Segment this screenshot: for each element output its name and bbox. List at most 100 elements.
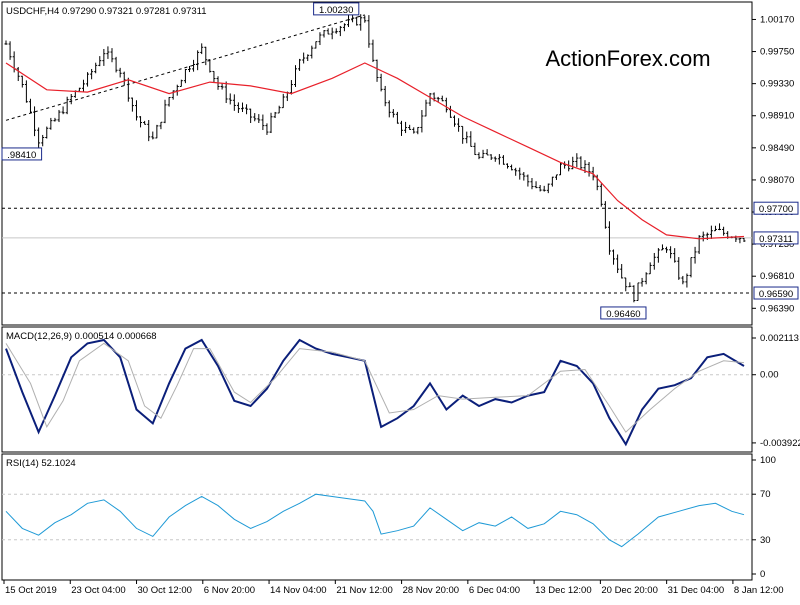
price-bar [273, 111, 277, 119]
price-bar [444, 97, 448, 113]
price-bar [420, 110, 424, 133]
price-bar [416, 126, 420, 135]
price-bar [118, 67, 122, 78]
price-bar [240, 102, 244, 113]
price-bar [257, 114, 261, 124]
price-bar [440, 95, 444, 102]
price-bar [98, 56, 102, 67]
price-axis-label: 1.00170 [760, 14, 794, 25]
price-bar [538, 184, 542, 192]
price-bar [465, 131, 469, 144]
price-bar [228, 93, 232, 105]
price-bar [481, 149, 485, 159]
x-axis-label: 23 Oct 04:00 [71, 585, 125, 596]
price-bar [65, 96, 69, 115]
price-bar [387, 100, 391, 118]
price-bar [738, 237, 742, 244]
price-bar [302, 52, 306, 64]
price-bar [497, 154, 501, 165]
price-bar [33, 106, 37, 137]
price-bar [28, 98, 32, 114]
price-bar [261, 114, 265, 131]
price-bar [367, 15, 371, 48]
price-bar [693, 246, 697, 264]
rsi-axis-label: 100 [760, 455, 776, 466]
x-axis-label: 21 Nov 12:00 [336, 585, 393, 596]
price-bar [102, 48, 106, 66]
price-annotation: 1.00230 [319, 5, 353, 16]
price-bar [379, 73, 383, 92]
price-bar [400, 120, 404, 136]
price-bar [338, 25, 342, 37]
price-bar [436, 96, 440, 103]
price-bar [114, 56, 118, 73]
price-bar [713, 225, 717, 232]
price-bar [155, 124, 159, 139]
price-bar [106, 46, 110, 59]
price-bar [742, 237, 746, 242]
price-bar [554, 174, 558, 180]
rsi-pane-frame [1, 453, 753, 581]
price-bar [41, 134, 45, 147]
price-bar [16, 67, 20, 82]
price-bar [428, 92, 432, 106]
price-bar [110, 48, 114, 63]
price-bar [4, 40, 8, 45]
price-bar [151, 131, 155, 140]
price-bar [269, 112, 273, 134]
price-bar [375, 59, 379, 82]
price-bar [412, 127, 416, 134]
price-bar [196, 50, 200, 71]
level-label: 0.96590 [759, 289, 793, 300]
price-bar [722, 226, 726, 236]
x-axis-label: 6 Nov 20:00 [204, 585, 255, 596]
price-bar [281, 93, 285, 109]
price-bar [163, 99, 167, 124]
price-bar [126, 77, 130, 102]
price-bar [550, 176, 554, 187]
price-bar [90, 68, 94, 80]
level-label-box [753, 201, 799, 215]
price-bar [518, 167, 522, 180]
price-bar [130, 97, 134, 112]
price-bar [628, 282, 632, 288]
price-bar [232, 94, 236, 111]
price-bar [461, 125, 465, 144]
price-axis-label: 0.98910 [760, 111, 794, 122]
x-axis-label: 15 Oct 2019 [5, 585, 57, 596]
level-label-box [753, 231, 799, 245]
x-axis-label: 8 Jan 12:00 [734, 585, 784, 596]
price-bar [69, 94, 73, 105]
price-bar [77, 87, 81, 92]
rsi-title: RSI(14) 52.1024 [6, 458, 76, 469]
price-bar [530, 178, 534, 190]
price-bar [94, 62, 98, 74]
price-bar [363, 15, 367, 23]
price-bar [612, 249, 616, 265]
price-bar [640, 277, 644, 287]
price-bar [644, 272, 648, 285]
price-axis-label: 0.96390 [760, 303, 794, 314]
price-bar [689, 257, 693, 278]
price-bar [53, 117, 57, 122]
price-bar [616, 254, 620, 274]
price-bar [534, 181, 538, 189]
symbol-header: USDCHF,H4 0.97290 0.97321 0.97281 0.9731… [6, 6, 207, 17]
macd-series-macd [5, 338, 745, 447]
x-axis-label: 31 Dec 04:00 [668, 585, 725, 596]
price-bar [575, 153, 579, 168]
price-bar [147, 120, 151, 142]
price-bar [485, 149, 489, 156]
x-axis-label: 13 Dec 12:00 [535, 585, 592, 596]
price-bar [134, 100, 138, 121]
price-bar [489, 154, 493, 160]
price-bar [322, 30, 326, 38]
price-bar [306, 54, 310, 62]
level-label-box [753, 286, 799, 300]
price-bar [453, 115, 457, 127]
price-bar [469, 131, 473, 147]
price-annotation-box [600, 306, 647, 320]
x-axis-label: 14 Nov 04:00 [270, 585, 327, 596]
price-bar [383, 85, 387, 107]
price-axis-label: 0.99750 [760, 47, 794, 58]
